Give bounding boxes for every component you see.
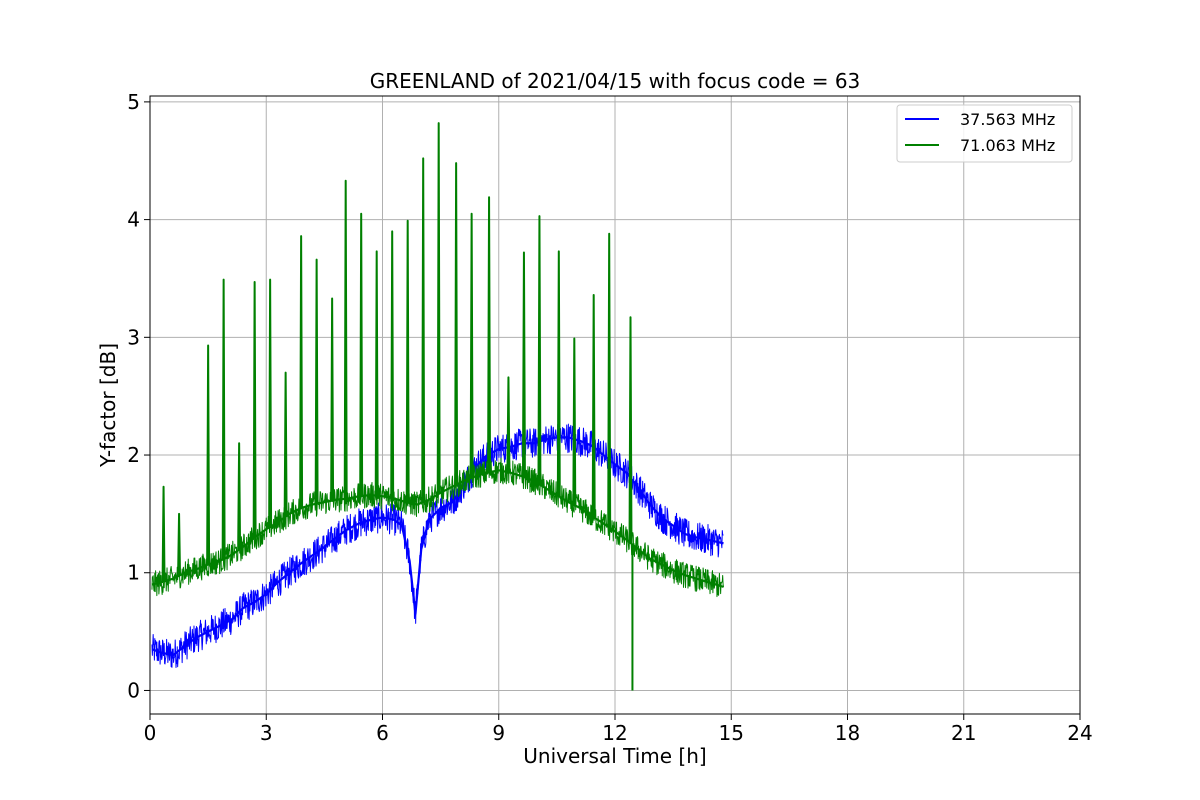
y-tick-label: 4 [127,208,140,232]
x-tick-label: 0 [144,721,157,745]
green-spike [221,278,226,560]
green-spike [537,215,542,485]
green-spike [421,157,426,503]
green-spike [436,122,441,494]
series-0-line [151,436,724,657]
y-axis-label: Y-factor [dB] [96,343,120,468]
green-spike [206,344,211,565]
x-tick-label: 15 [719,721,744,745]
green-spike [177,512,182,576]
chart-title: GREENLAND of 2021/04/15 with focus code … [370,69,861,93]
green-spike [628,316,633,543]
y-tick-label: 2 [127,443,140,467]
x-tick-label: 3 [260,721,273,745]
x-tick-label: 21 [951,721,976,745]
x-tick-label: 12 [602,721,627,745]
legend-box [896,104,1073,163]
green-spike [374,250,379,496]
green-spike [591,293,596,518]
green-spike [506,376,511,473]
x-axis-ticks: 0 3 6 9 12 15 18 21 24 [144,714,1093,745]
green-spike [314,258,319,504]
y-tick-label: 0 [127,678,140,702]
y-tick-label: 5 [127,90,140,114]
green-spike [487,196,492,473]
green-spike [343,179,348,499]
green-spike [283,371,288,517]
y-tick-label: 1 [127,561,140,585]
legend: 37.563 MHz 71.063 MHz [896,104,1073,163]
legend-label-71-mhz: 71.063 MHz [960,136,1055,155]
plot-data [151,122,724,691]
green-spike [330,297,335,501]
series-0-noise-band [151,423,724,668]
green-spike [469,212,474,478]
green-spike [161,485,166,582]
x-tick-label: 9 [492,721,505,745]
y-axis-ticks: 0 1 2 3 4 5 [127,90,150,702]
y-tick-label: 3 [127,325,140,349]
green-spike [390,230,395,499]
green-spike [299,235,304,509]
green-spike [252,280,257,538]
green-spike [359,212,364,497]
x-axis-label: Universal Time [h] [523,744,706,768]
green-spike [556,250,561,497]
green-spike [454,162,459,485]
green-spike [521,251,526,478]
green-spike [237,442,242,550]
x-tick-label: 6 [376,721,389,745]
green-spike [405,219,410,503]
x-tick-label: 24 [1067,721,1092,745]
green-spike [268,278,273,527]
legend-label-37-mhz: 37.563 MHz [960,110,1055,129]
series-1-line [151,469,724,588]
green-spike [607,232,612,528]
x-tick-label: 18 [835,721,860,745]
green-spike [572,337,577,506]
